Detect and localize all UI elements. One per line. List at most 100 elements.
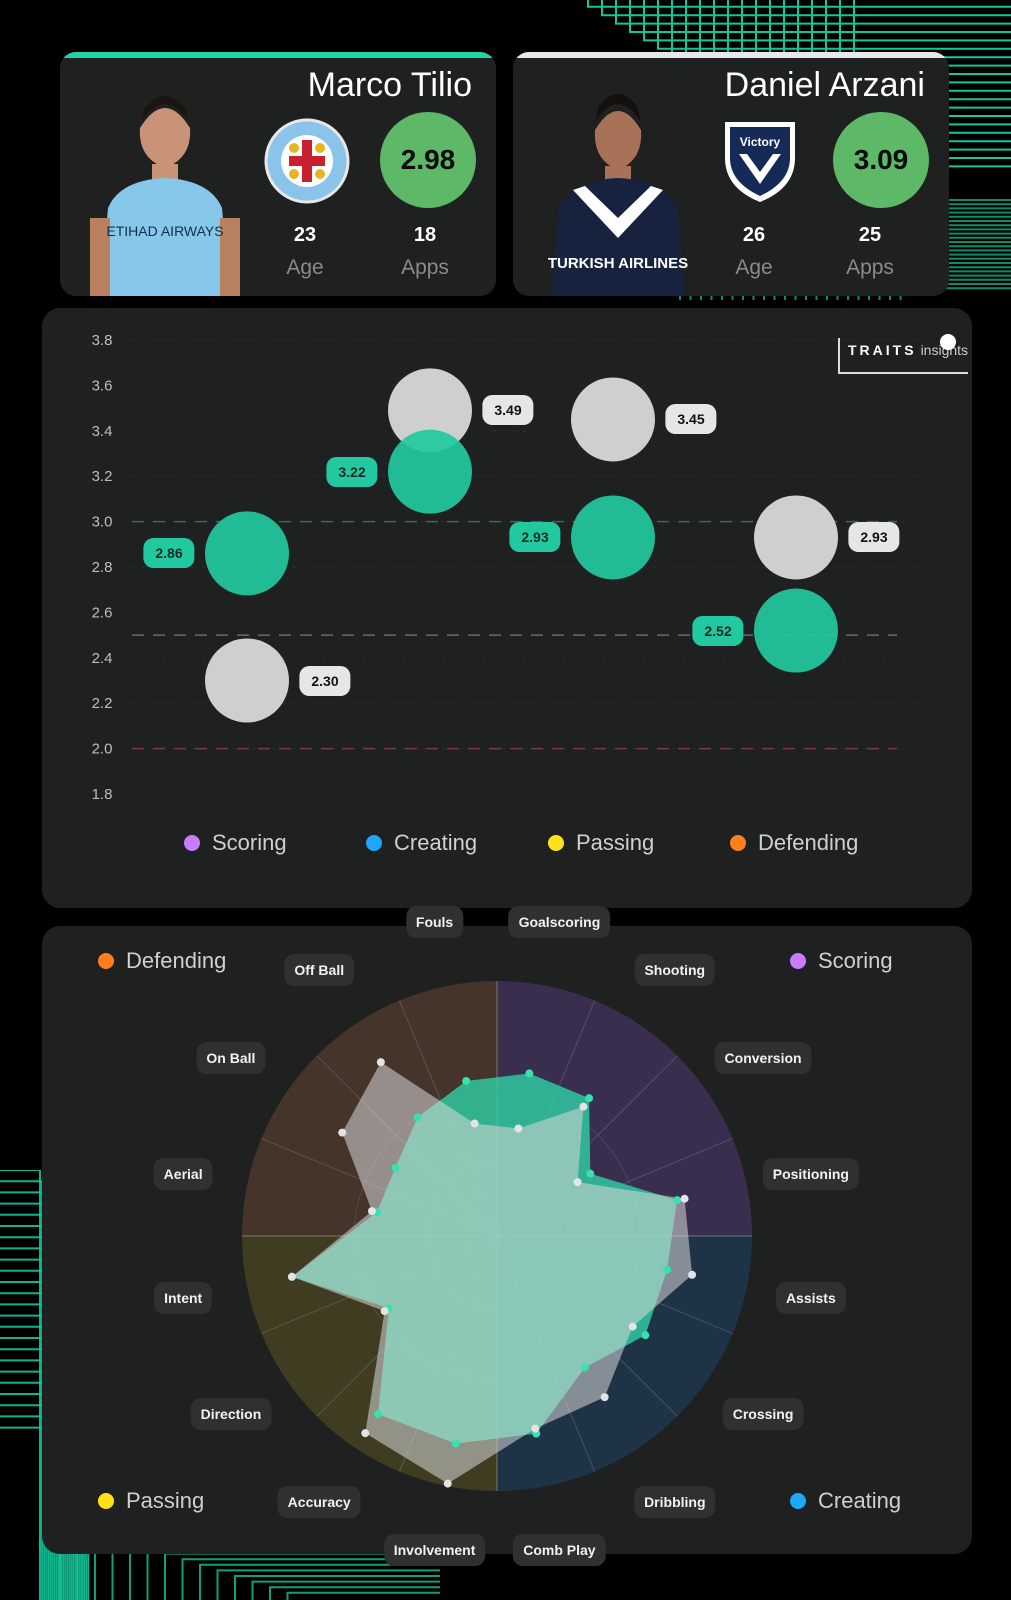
pattern-line [286, 1591, 440, 1600]
traits-logo: TRAITS insights [838, 338, 969, 374]
bubble-marker [754, 495, 838, 580]
y-tick-label: 3.2 [92, 468, 113, 485]
bubble-marker [571, 377, 655, 462]
melbourne-victory-crest-icon: Victory [725, 122, 795, 202]
radar-legend-creating: Creating [790, 1488, 901, 1514]
player-card-1: Marco Tilio ETIHAD AIRWAYS 2.98 23 Age 1… [60, 52, 496, 296]
radar-point [525, 1069, 534, 1078]
radar-point [641, 1331, 650, 1340]
y-tick-label: 2.0 [92, 741, 113, 758]
bubble-marker [754, 588, 838, 673]
player-apps-label: Apps [846, 256, 894, 279]
radar-axis-label: Assists [775, 1282, 846, 1315]
pattern-line [615, 0, 1011, 25]
radar-point [580, 1363, 589, 1372]
legend-label: Defending [758, 830, 859, 855]
radar-point [573, 1178, 582, 1187]
radar-point [680, 1194, 689, 1203]
player-card-2: Daniel Arzani TURKISH AIRLINES Victory 3… [513, 52, 949, 296]
radar-point [338, 1128, 347, 1137]
bubble-value-label: 2.52 [692, 615, 744, 646]
logo-main-text: TRAITS [848, 342, 917, 358]
bubble-marker [571, 495, 655, 580]
radar-axis-label: Accuracy [277, 1486, 361, 1519]
logo-sub-text: insights [920, 342, 969, 358]
bubble-marker [388, 368, 472, 453]
radar-legend-passing: Passing [98, 1488, 204, 1514]
card-accent-bar [60, 52, 496, 58]
bubble-marker [205, 511, 289, 596]
player-photo: ETIHAD AIRWAYS [80, 68, 250, 296]
legend-label: Passing [126, 1488, 205, 1513]
radar-point [361, 1429, 370, 1438]
radar-axis-label: Crossing [722, 1397, 804, 1430]
radar-axis-label: On Ball [196, 1042, 266, 1075]
bubble-marker [388, 429, 472, 514]
radar-point [376, 1058, 385, 1067]
pattern-line [587, 0, 1011, 8]
radar-point [462, 1076, 471, 1085]
radar-point [579, 1102, 588, 1111]
bubble-value-label: 2.93 [509, 522, 561, 553]
bubble-value-label: 2.86 [143, 538, 195, 569]
radar-point [391, 1163, 400, 1172]
player-apps-value: 25 [858, 224, 882, 246]
player-name: Marco Tilio [307, 66, 472, 104]
pattern-line [199, 1563, 440, 1600]
svg-text:Victory: Victory [740, 135, 781, 149]
radar-axis-label: Goalscoring [508, 906, 611, 939]
legend-dot-icon [98, 1493, 114, 1509]
pattern-line [629, 0, 1011, 33]
radar-point [373, 1410, 382, 1419]
bubble-value-label: 2.30 [299, 665, 351, 696]
bubble-chart: 3.8 3.6 3.4 3.2 3.0 2.8 2.6 2.4 2.2 2.0 1.8 [92, 332, 917, 803]
legend-item-passing: Passing [548, 830, 654, 856]
radar-point [628, 1322, 637, 1331]
radar-point [586, 1169, 595, 1178]
radar-axis-label: Aerial [153, 1157, 213, 1190]
legend-item-defending: Defending [730, 830, 858, 856]
radar-point [287, 1272, 296, 1281]
radar-point [514, 1124, 523, 1133]
radar-axis-label: Fouls [405, 906, 464, 939]
player-score-badge: 3.09 [833, 112, 929, 208]
radar-point [673, 1196, 682, 1205]
pattern-line [643, 0, 1011, 42]
pattern-line [601, 0, 1011, 17]
pattern-line [269, 1586, 440, 1600]
pattern-line [0, 1170, 41, 1600]
pattern-line [234, 1575, 440, 1600]
pattern-line [0, 1180, 44, 1600]
y-tick-label: 3.6 [92, 377, 113, 394]
shirt-sponsor: TURKISH AIRLINES [548, 255, 688, 272]
legend-dot-icon [366, 835, 382, 851]
legend-label: Scoring [212, 830, 287, 855]
player-age-value: 26 [742, 224, 766, 246]
radar-axis-label: Involvement [383, 1533, 486, 1566]
logo-dot-icon [940, 334, 956, 350]
bubble-value-label: 3.22 [326, 456, 378, 487]
legend-dot-icon [790, 1493, 806, 1509]
player-name: Daniel Arzani [724, 66, 925, 104]
radar-axis-label: Intent [154, 1282, 213, 1315]
radar-point [367, 1207, 376, 1216]
melbourne-city-crest-icon [264, 118, 350, 204]
radar-legend-scoring: Scoring [790, 948, 893, 974]
radar-axis-label: Conversion [714, 1042, 812, 1075]
player-age-label: Age [735, 256, 773, 279]
radar-chart-panel: Goalscoring Shooting Conversion Positioning… [42, 906, 972, 1566]
legend-label: Scoring [818, 948, 893, 973]
player-age-label: Age [286, 256, 324, 279]
legend-item-creating: Creating [366, 830, 477, 856]
radar-axis-label: Shooting [634, 953, 716, 986]
y-tick-label: 2.4 [92, 650, 113, 667]
radar-point [443, 1479, 452, 1488]
radar-legend-defending: Defending [98, 948, 226, 974]
card-accent-bar [513, 52, 949, 58]
radar-axis-label: Direction [190, 1397, 272, 1430]
player-apps-value: 18 [413, 224, 437, 246]
y-tick-label: 2.6 [92, 604, 113, 621]
pattern-line [0, 1191, 46, 1600]
legend-label: Creating [394, 830, 478, 855]
player-photo: TURKISH AIRLINES [533, 68, 703, 296]
